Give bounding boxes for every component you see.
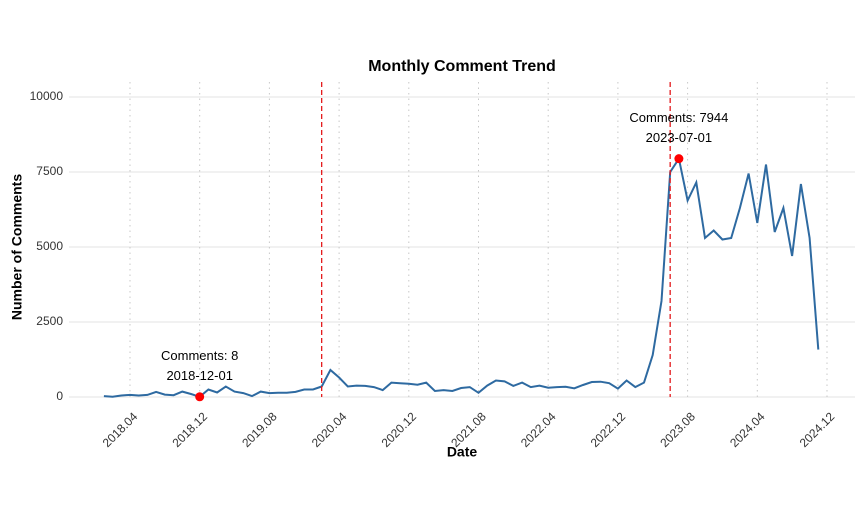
x-tick-label: 2020.12: [379, 409, 420, 450]
y-tick-label: 0: [56, 389, 63, 403]
annotation: Comments: 7944: [629, 110, 728, 125]
highlight-point: [195, 392, 205, 402]
annotation: 2023-07-01: [646, 130, 713, 145]
y-tick-label: 5000: [36, 239, 63, 253]
x-tick-label: 2023.08: [657, 409, 698, 450]
x-tick-label: 2019.08: [239, 409, 280, 450]
x-tick-label: 2024.04: [727, 409, 768, 450]
line-series: [103, 156, 820, 398]
x-tick-label: 2018.12: [169, 409, 210, 450]
y-tick-label: 10000: [30, 89, 64, 103]
chart-title: Monthly Comment Trend: [368, 58, 556, 75]
x-axis-title: Date: [447, 444, 478, 460]
highlight-point: [674, 154, 684, 164]
y-tick-label: 7500: [36, 164, 63, 178]
x-tick-label: 2024.12: [797, 409, 838, 450]
y-axis-title: Number of Comments: [9, 174, 25, 320]
x-tick-label: 2022.04: [518, 409, 559, 450]
x-tick-label: 2020.04: [309, 409, 350, 450]
x-tick-label: 2022.12: [588, 409, 629, 450]
y-tick-label: 2500: [36, 314, 63, 328]
x-tick-label: 2018.04: [100, 409, 141, 450]
annotation: 2018-12-01: [166, 368, 233, 383]
annotation: Comments: 8: [161, 348, 238, 363]
